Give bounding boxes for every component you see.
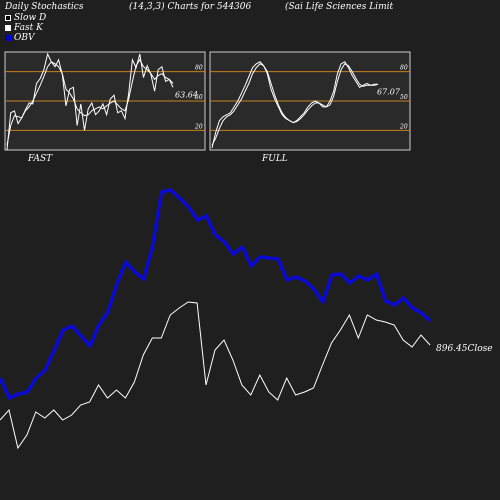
chart-title: Daily Stochastics xyxy=(5,2,84,12)
level-label-80: 80 xyxy=(195,65,203,72)
full-fast-k-line xyxy=(211,61,378,149)
legend-swatch-fast-k xyxy=(5,25,11,31)
legend-item-fast-k: Fast K xyxy=(5,23,46,33)
full-last-value: 67.07 xyxy=(377,87,401,96)
legend-swatch-obv xyxy=(5,35,11,41)
obv-line xyxy=(0,188,432,400)
fast-last-value: 63.64 xyxy=(175,90,198,99)
level-label-20: 20 xyxy=(194,123,203,130)
level-label-50: 50 xyxy=(195,94,203,101)
legend-swatch-slow-d xyxy=(5,15,11,21)
chart-period: (14,3,3) Charts for 544306 xyxy=(129,2,252,12)
legend-item-obv: OBV xyxy=(5,33,46,43)
fast-fast-k-line xyxy=(6,52,174,151)
legend-label-fast-k: Fast K xyxy=(14,23,43,33)
full-stochastic-panel: 20 50 80 67.07 FULL xyxy=(209,51,411,164)
price-obv-chart: 896.45Close xyxy=(0,188,493,450)
company-name: (Sai Life Sciences Limit xyxy=(285,2,394,12)
fast-panel-label: FAST xyxy=(27,154,53,164)
level-label-50: 50 xyxy=(400,94,408,101)
full-panel-label: FULL xyxy=(261,154,288,164)
legend-label-slow-d: Slow D xyxy=(14,13,47,23)
fast-stochastic-panel: 20 50 80 63.64 FAST xyxy=(4,51,206,164)
level-label-20: 20 xyxy=(399,123,408,130)
legend-label-obv: OBV xyxy=(14,33,35,43)
legend-item-slow-d: Slow D xyxy=(5,13,46,23)
close-price-label: 896.45Close xyxy=(436,344,493,354)
fast-slow-d-line xyxy=(6,58,174,146)
close-price-line xyxy=(0,301,431,450)
legend: Slow D Fast K OBV xyxy=(5,13,46,43)
level-label-80: 80 xyxy=(400,65,408,72)
